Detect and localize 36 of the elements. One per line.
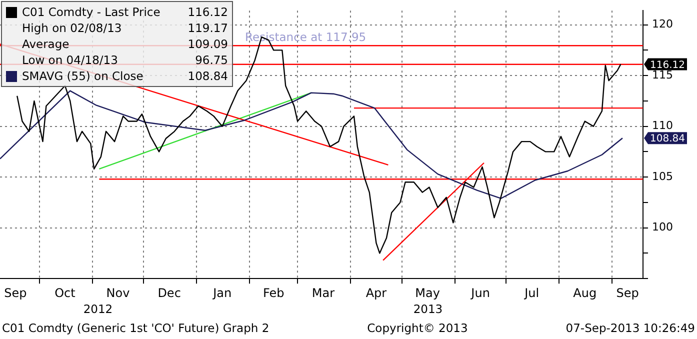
y-tick-label: 110 [652, 119, 674, 132]
x-tick-label: Jun [470, 286, 490, 300]
x-tick-label: Dec [158, 286, 181, 300]
annotation: 96.75 [195, 53, 228, 67]
legend-label: C01 Comdty - Last Price [22, 5, 162, 19]
annotation: High on 02/08/13 [22, 21, 123, 35]
annotation: Low on 04/18/13 [22, 53, 119, 67]
annotation: 119.17 [188, 21, 228, 35]
y-tick-label: 120 [652, 18, 674, 31]
y-tick-label: 115 [652, 68, 674, 82]
x-tick-label: Apr [366, 286, 387, 300]
x-tick-label: Jan [212, 286, 232, 300]
annotation: Average [22, 37, 70, 51]
ref-line-label: Resistance at 117.95 [245, 30, 366, 44]
x-tick-label: Oct [54, 286, 76, 300]
text: 108.84 [650, 134, 686, 145]
text: C01 Comdty (Generic 1st 'CO' Future) Graph 2 [2, 321, 270, 335]
x-tick-label: Aug [573, 286, 597, 300]
x-tick-label: Jul [524, 286, 540, 300]
y-tick-label: 105 [652, 170, 674, 183]
x-tick-label: Sep [4, 286, 27, 300]
annotation: 108.84 [188, 69, 228, 83]
text: Copyright© 2013 [367, 321, 468, 335]
x-tick-label: May [415, 286, 440, 300]
y-tick-label: 100 [652, 220, 674, 234]
text: 2013 [413, 302, 443, 316]
x-tick-label: Mar [312, 286, 335, 300]
x-tick-label: Sep [616, 286, 639, 300]
x-tick-label: Nov [106, 286, 130, 300]
text: 2012 [83, 302, 113, 316]
text: 07-Sep-2013 10:26:49 [566, 321, 695, 335]
legend-label: SMAVG (55) on Close [22, 69, 144, 83]
x-tick-label: Feb [262, 286, 284, 300]
annotation: 116.12 [188, 5, 228, 19]
text: 116.12 [650, 60, 686, 71]
annotation: 109.09 [188, 37, 228, 51]
